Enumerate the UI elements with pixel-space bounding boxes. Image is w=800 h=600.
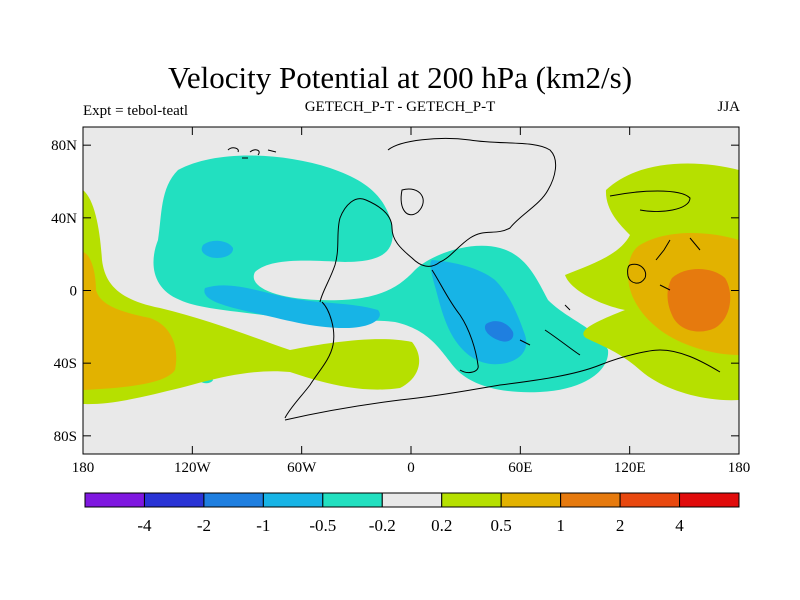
lon-tick-label: 60W	[287, 460, 317, 476]
colorbar-box	[679, 492, 740, 508]
contour-pos-wp-max	[667, 269, 731, 332]
colorbar-label: -4	[137, 516, 152, 535]
colorbar-box	[381, 492, 443, 508]
lon-tick-label: 0	[407, 460, 415, 476]
colorbar-box	[619, 492, 681, 508]
coastline-australia	[627, 263, 647, 284]
contour-fields	[83, 155, 739, 405]
colorbar-box	[560, 492, 621, 508]
coastline-laurasia	[319, 138, 557, 303]
contour-pos-ep-core	[83, 252, 177, 390]
colorbar-label: -0.2	[369, 516, 396, 535]
lon-tick-label: 180	[728, 460, 751, 476]
colorbar-label: -1	[256, 516, 270, 535]
coastline-wp-islands	[609, 190, 701, 291]
season-label: JJA	[717, 99, 740, 115]
lat-tick-label: 80S	[54, 429, 77, 445]
coastlines	[227, 138, 721, 421]
lon-tick-label: 120W	[174, 460, 212, 476]
colorbar-box	[84, 492, 145, 508]
coastline-greenland	[400, 188, 424, 216]
colorbar-label: -2	[197, 516, 211, 535]
latitude-axis: 80N 40N 0 40S 80S	[51, 138, 739, 445]
dataset-label: GETECH_P-T - GETECH_P-T	[304, 99, 496, 115]
lon-tick-label: 180	[72, 460, 95, 476]
colorbar: -4 -2 -1 -0.5 -0.2 0.2 0.5 1 2 4	[84, 492, 740, 535]
colorbar-box	[322, 492, 383, 508]
colorbar-box	[500, 492, 562, 508]
colorbar-label: 0.5	[491, 516, 512, 535]
colorbar-label: 2	[616, 516, 625, 535]
lat-tick-label: 0	[70, 284, 78, 300]
lon-tick-label: 120E	[614, 460, 646, 476]
coastline-africa	[431, 269, 479, 373]
colorbar-label: -0.5	[309, 516, 336, 535]
longitude-axis: 180 120W 60W 0 60E 120E 180	[72, 127, 751, 476]
colorbar-box	[262, 492, 324, 508]
contour-pos-wp-inner	[628, 191, 690, 213]
coastline-south-america	[284, 301, 335, 419]
coastline-arctic-islands	[227, 147, 277, 159]
colorbar-box	[203, 492, 264, 508]
coastline-antarctica	[284, 349, 721, 421]
contour-neg-south-pacific	[204, 285, 380, 328]
colorbar-box	[441, 492, 502, 508]
lat-tick-label: 80N	[51, 138, 77, 154]
lat-tick-label: 40S	[54, 356, 77, 372]
colorbar-label: 4	[675, 516, 684, 535]
lat-tick-label: 40N	[51, 211, 77, 227]
lon-tick-label: 60E	[508, 460, 532, 476]
experiment-label: Expt = tebol-teatl	[83, 103, 189, 119]
colorbar-label: 0.2	[431, 516, 452, 535]
colorbar-label: 1	[556, 516, 565, 535]
coastline-indian-islands	[519, 304, 581, 356]
contour-neg-small-pacific	[201, 240, 234, 258]
colorbar-box	[143, 492, 205, 508]
plot-title: Velocity Potential at 200 hPa (km2/s)	[167, 60, 633, 95]
contour-neg-core	[484, 321, 514, 342]
